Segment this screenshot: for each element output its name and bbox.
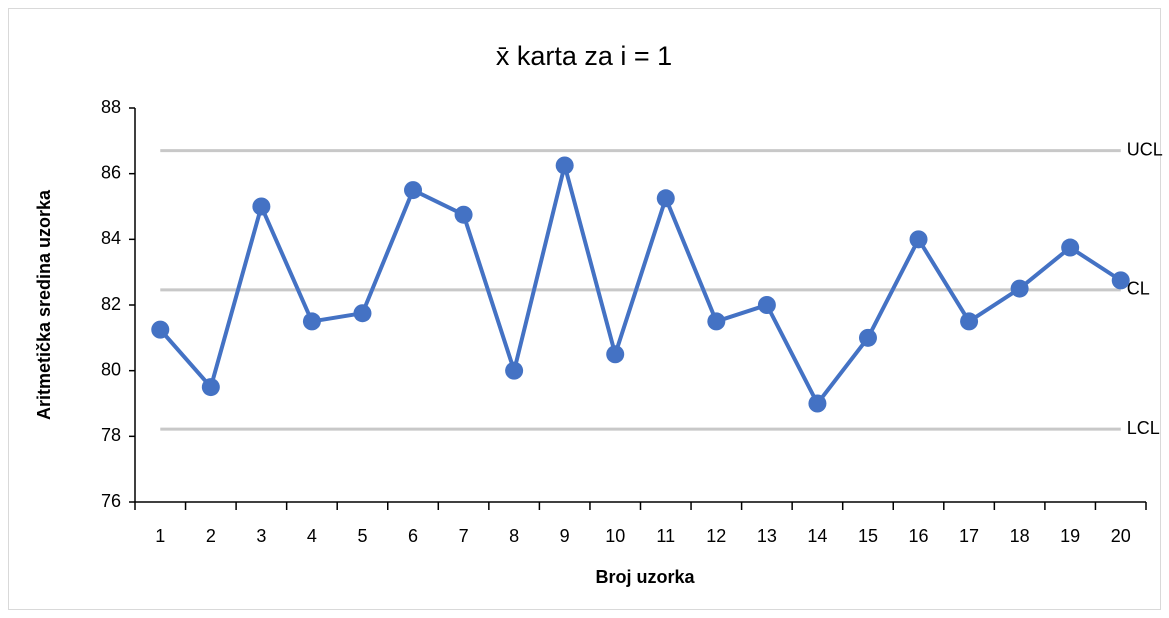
data-point (606, 345, 625, 364)
reference-label: CL (1127, 279, 1150, 299)
x-tick-label: 10 (605, 526, 625, 546)
x-tick-label: 2 (206, 526, 216, 546)
data-point (555, 156, 574, 175)
x-tick-label: 13 (757, 526, 777, 546)
chart-title: x̄ karta za i = 1 (496, 41, 672, 71)
data-point (1010, 279, 1029, 298)
data-point (302, 312, 321, 331)
x-tick-label: 18 (1010, 526, 1030, 546)
x-tick-label: 14 (807, 526, 827, 546)
y-tick-label: 80 (101, 359, 121, 379)
y-tick-label: 78 (101, 425, 121, 445)
data-point (505, 361, 524, 380)
data-point (707, 312, 726, 331)
chart-frame (8, 8, 1161, 610)
x-tick-label: 16 (909, 526, 929, 546)
x-tick-label: 5 (357, 526, 367, 546)
x-axis-title: Broj uzorka (595, 567, 695, 587)
y-tick-label: 82 (101, 294, 121, 314)
x-tick-label: 15 (858, 526, 878, 546)
x-tick-label: 6 (408, 526, 418, 546)
y-tick-label: 88 (101, 97, 121, 117)
data-point (909, 230, 928, 249)
y-tick-label: 76 (101, 491, 121, 511)
data-point (757, 296, 776, 314)
data-point (960, 312, 979, 331)
y-axis-title: Aritmetička sredina uzorka (34, 189, 54, 420)
data-point (808, 394, 827, 413)
data-point (201, 378, 220, 397)
data-point (404, 181, 423, 200)
x-tick-label: 17 (959, 526, 979, 546)
data-point (252, 197, 271, 216)
data-point (151, 320, 170, 339)
x-tick-label: 12 (706, 526, 726, 546)
data-point (454, 205, 473, 224)
x-tick-label: 20 (1111, 526, 1131, 546)
x-tick-label: 3 (256, 526, 266, 546)
data-point (858, 328, 877, 347)
reference-label: UCL (1127, 139, 1163, 159)
x-tick-label: 7 (459, 526, 469, 546)
data-point (656, 189, 675, 208)
y-tick-label: 86 (101, 162, 121, 182)
x-tick-label: 9 (560, 526, 570, 546)
x-tick-label: 11 (656, 526, 675, 546)
data-point (353, 304, 372, 323)
x-tick-label: 19 (1060, 526, 1080, 546)
x-tick-label: 8 (509, 526, 519, 546)
y-tick-label: 84 (101, 228, 121, 248)
data-point (1061, 238, 1080, 257)
data-point (1111, 271, 1130, 290)
reference-label: LCL (1127, 418, 1160, 438)
x-tick-label: 1 (155, 526, 165, 546)
x-tick-label: 4 (307, 526, 317, 546)
